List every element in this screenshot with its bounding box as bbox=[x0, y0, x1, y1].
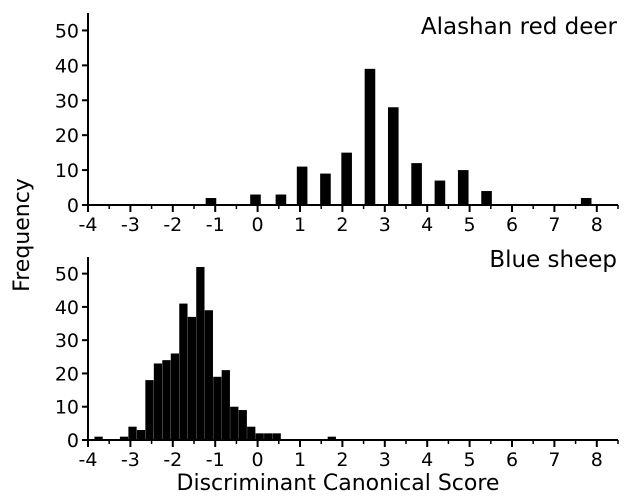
histogram-bar bbox=[296, 166, 308, 205]
x-tick-label: 1 bbox=[294, 449, 306, 471]
histogram-bar bbox=[179, 303, 188, 440]
histogram-bar bbox=[272, 433, 281, 440]
histogram-bar bbox=[327, 436, 336, 440]
y-tick-label: 40 bbox=[55, 297, 79, 319]
x-tick-label: 8 bbox=[591, 214, 603, 236]
x-tick-label: 1 bbox=[294, 214, 306, 236]
panel-blue-sheep: 0 10 20 30 40 50 -4 -3 -2 -1 0 1 2 3 4 5 6 7 8 Blue sheep bbox=[55, 247, 619, 471]
histogram-bar bbox=[364, 68, 376, 205]
x-tick-label: 7 bbox=[548, 449, 560, 471]
panel-title: Blue sheep bbox=[489, 247, 617, 273]
histogram-bar bbox=[247, 426, 256, 440]
x-tick-label: 3 bbox=[379, 214, 391, 236]
x-tick-label: 8 bbox=[591, 449, 603, 471]
histogram-bar bbox=[341, 152, 352, 205]
x-tick-label: -4 bbox=[79, 449, 98, 471]
histogram-bar bbox=[119, 436, 129, 440]
x-tick-label: 0 bbox=[252, 449, 264, 471]
panel-title: Alashan red deer bbox=[421, 14, 618, 40]
histogram-bar bbox=[136, 430, 146, 440]
x-tick-label: 6 bbox=[506, 449, 518, 471]
x-tick-label: -4 bbox=[79, 214, 98, 236]
histogram-bar bbox=[320, 173, 331, 205]
histogram-bar bbox=[230, 406, 239, 440]
y-tick-label: 0 bbox=[67, 430, 79, 452]
y-tick-label: 50 bbox=[55, 20, 79, 42]
histogram-bar bbox=[213, 376, 222, 440]
x-axis-title: Discriminant Canonical Score bbox=[177, 471, 500, 496]
histogram-bar bbox=[162, 360, 171, 440]
histogram-bar bbox=[170, 353, 180, 440]
x-tick-label: 4 bbox=[421, 449, 433, 471]
x-tick-label: 0 bbox=[252, 214, 264, 236]
y-tick-label: 10 bbox=[55, 160, 79, 182]
panel-alashan-red-deer: 0 10 20 30 40 50 -4 -3 -2 -1 0 1 2 3 4 5 6 7 8 Alashan red … bbox=[55, 13, 619, 236]
histogram-bar bbox=[153, 363, 163, 440]
histogram-bar bbox=[457, 170, 469, 205]
histogram-bar bbox=[264, 433, 273, 440]
histogram-bar bbox=[580, 198, 592, 205]
x-tick-label: 5 bbox=[464, 449, 476, 471]
histogram-bar bbox=[94, 436, 103, 440]
histogram-bar bbox=[275, 194, 287, 205]
x-tick-label: 2 bbox=[336, 449, 348, 471]
histogram-bar bbox=[187, 316, 197, 440]
histogram-bar bbox=[204, 310, 213, 440]
histogram-bar bbox=[238, 410, 247, 440]
x-tick-label: 5 bbox=[464, 214, 476, 236]
x-tick-label: 7 bbox=[548, 214, 560, 236]
x-tick-label: -3 bbox=[121, 214, 140, 236]
y-tick-label: 40 bbox=[55, 55, 79, 77]
x-tick-label: 6 bbox=[506, 214, 518, 236]
histogram-bar bbox=[387, 107, 399, 205]
x-tick-label: 3 bbox=[379, 449, 391, 471]
x-tick-label: -2 bbox=[163, 214, 182, 236]
x-tick-label: -1 bbox=[206, 214, 225, 236]
histogram-bar bbox=[255, 433, 264, 440]
histogram-bar bbox=[221, 370, 230, 440]
x-tick-label: 4 bbox=[421, 214, 433, 236]
y-tick-label: 30 bbox=[55, 330, 79, 352]
x-tick-label: -1 bbox=[206, 449, 225, 471]
x-tick-label: 2 bbox=[336, 214, 348, 236]
y-tick-label: 20 bbox=[55, 363, 79, 385]
y-tick-label: 30 bbox=[55, 90, 79, 112]
histogram-bar bbox=[196, 266, 205, 440]
y-tick-label: 20 bbox=[55, 125, 79, 147]
histogram-bar bbox=[250, 194, 261, 205]
histogram-bar bbox=[205, 198, 217, 205]
y-tick-label: 50 bbox=[55, 264, 79, 286]
y-axis-title: Frequency bbox=[10, 178, 35, 292]
histogram-bar bbox=[411, 163, 422, 205]
x-tick-label: -3 bbox=[121, 449, 140, 471]
histogram-bar bbox=[434, 180, 446, 205]
histogram-bar bbox=[128, 426, 137, 440]
y-tick-label: 10 bbox=[55, 397, 79, 419]
x-tick-label: -2 bbox=[163, 449, 182, 471]
histogram-bar bbox=[145, 380, 154, 440]
y-tick-label: 0 bbox=[67, 195, 79, 217]
histogram-bar bbox=[481, 191, 492, 205]
